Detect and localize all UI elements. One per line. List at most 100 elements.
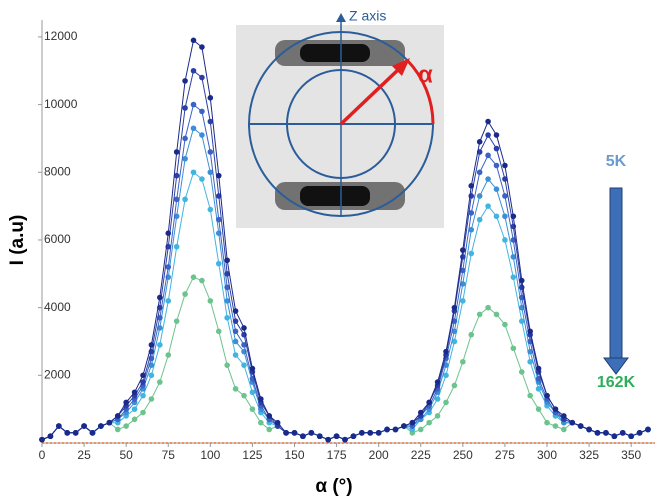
data-point (375, 430, 382, 436)
data-point (157, 294, 163, 301)
data-point (476, 311, 483, 318)
data-point (518, 318, 525, 324)
data-point (232, 308, 239, 314)
angle-label: α (418, 61, 433, 88)
data-point (232, 352, 239, 358)
data-point (182, 291, 188, 297)
data-point (401, 423, 407, 429)
data-point (434, 379, 441, 385)
y-tick-label: 4000 (44, 300, 71, 314)
data-point (241, 362, 247, 368)
data-point (502, 321, 508, 328)
data-point (157, 342, 163, 348)
arrow-head (603, 357, 629, 375)
data-point (199, 176, 205, 182)
data-point (148, 372, 155, 379)
y-tick-label: 6000 (44, 232, 71, 246)
angle-arrow (339, 66, 402, 126)
data-point (165, 298, 172, 304)
data-point (493, 132, 500, 138)
data-point (199, 132, 205, 138)
data-point (106, 419, 113, 426)
data-point (460, 267, 466, 274)
data-point (518, 277, 525, 284)
data-point (207, 169, 214, 176)
data-point (476, 169, 483, 176)
angle-arrow-head (392, 58, 410, 76)
data-point (443, 348, 449, 355)
data-point (190, 274, 197, 280)
y-tick-label: 10000 (44, 97, 78, 111)
data-point (485, 152, 491, 159)
data-point (518, 369, 525, 375)
data-point (173, 318, 180, 324)
data-point (47, 433, 54, 440)
data-point (645, 426, 651, 433)
data-point (224, 271, 230, 277)
data-point (333, 433, 340, 440)
data-point (89, 430, 96, 436)
data-point (114, 426, 121, 433)
bottom-label: 162K (597, 374, 636, 391)
data-point (215, 193, 222, 199)
data-point (544, 392, 550, 399)
data-point (199, 277, 205, 284)
x-tick-label: 225 (411, 448, 431, 462)
data-point (451, 338, 458, 345)
data-point (502, 193, 508, 199)
data-point (367, 430, 374, 436)
data-point (165, 352, 172, 358)
data-point (619, 430, 626, 436)
data-point (628, 433, 634, 440)
data-point (224, 284, 230, 291)
data-point (384, 426, 390, 433)
x-tick-label: 350 (621, 448, 641, 462)
data-point (342, 436, 348, 443)
data-point (182, 155, 188, 162)
data-point (502, 176, 508, 182)
data-point (140, 372, 146, 379)
data-point (190, 67, 197, 74)
data-point (199, 108, 205, 115)
data-point (308, 430, 315, 436)
data-point (224, 298, 230, 304)
data-point (207, 149, 214, 155)
x-axis-label: α (°) (315, 476, 352, 497)
inset-band (300, 44, 370, 62)
data-point (123, 399, 129, 406)
data-point (535, 375, 542, 382)
data-point (56, 423, 62, 429)
data-point (190, 101, 197, 108)
data-point (249, 365, 256, 372)
data-point (443, 372, 449, 379)
data-point (485, 203, 491, 209)
data-point (502, 213, 508, 220)
data-point (249, 389, 256, 396)
data-point (131, 406, 138, 412)
data-point (434, 413, 441, 419)
data-point (258, 396, 264, 402)
data-point (157, 379, 163, 385)
data-point (527, 328, 533, 335)
data-point (241, 325, 247, 331)
x-tick-label: 75 (162, 448, 176, 462)
data-point (552, 423, 559, 429)
data-point (493, 162, 500, 169)
data-point (561, 413, 567, 419)
x-tick-label: 50 (119, 448, 133, 462)
data-point (527, 392, 533, 399)
data-point (182, 135, 188, 142)
data-point (451, 328, 458, 335)
data-point (39, 436, 45, 443)
data-point (140, 379, 146, 385)
angle-arc (405, 58, 435, 125)
data-point (215, 172, 222, 179)
data-point (594, 430, 601, 436)
data-point (476, 193, 483, 199)
data-point (460, 298, 466, 304)
data-point (468, 210, 475, 216)
data-point (392, 426, 399, 433)
x-tick-label: 300 (537, 448, 557, 462)
data-point (535, 386, 542, 392)
